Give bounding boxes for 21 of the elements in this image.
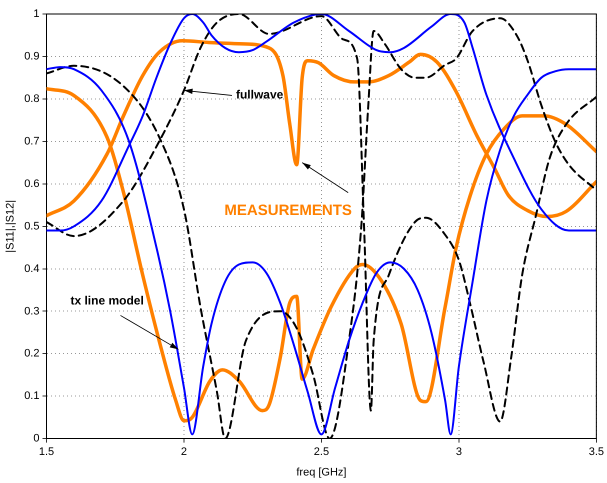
annotation: fullwave xyxy=(236,88,284,102)
y-tick-label: 0.2 xyxy=(24,348,40,360)
x-tick-label: 3 xyxy=(456,446,462,458)
y-tick-label: 0 xyxy=(33,432,40,445)
annotation: MEASUREMENTS xyxy=(224,202,352,219)
y-tick-label: 0.3 xyxy=(24,305,40,318)
annotation: tx line model xyxy=(70,294,144,308)
x-tick-label: 1.5 xyxy=(38,446,54,458)
y-tick-label: 0.8 xyxy=(24,92,40,105)
x-tick-label: 2 xyxy=(180,446,188,458)
y-tick-label: 1 xyxy=(33,8,40,20)
y-tick-label: 0.1 xyxy=(24,390,40,402)
y-tick-label: 0.6 xyxy=(24,178,40,190)
x-axis-title: freq [GHz] xyxy=(296,466,346,478)
y-tick-label: 0.9 xyxy=(24,50,40,62)
y-tick-label: 0.4 xyxy=(24,262,40,275)
y-axis-title: |S11|,|S12| xyxy=(4,200,17,253)
x-tick-label: 2.5 xyxy=(314,446,330,458)
y-tick-label: 0.5 xyxy=(24,220,40,232)
y-tick-label: 0.7 xyxy=(24,135,40,148)
x-tick-label: 3.5 xyxy=(588,446,604,458)
